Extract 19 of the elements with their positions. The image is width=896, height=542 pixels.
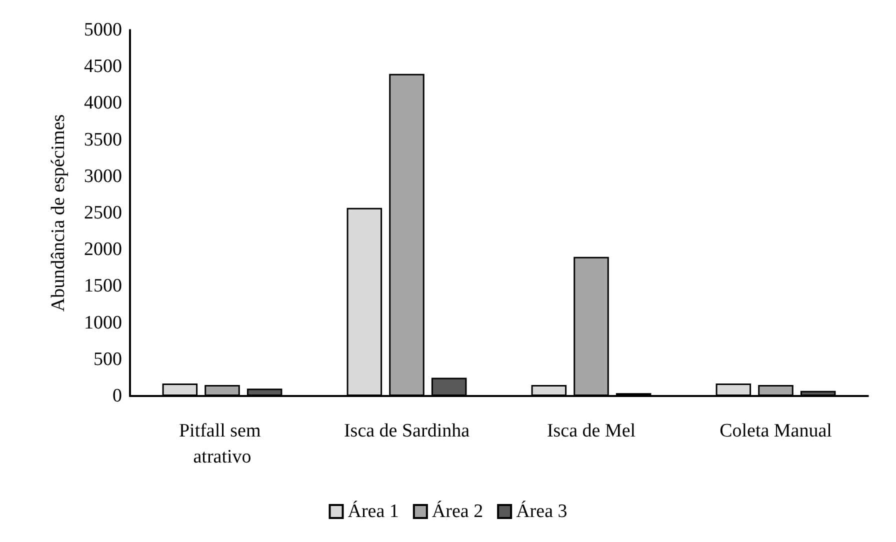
legend-label: Área 3	[516, 500, 568, 522]
y-tick-label: 3000	[84, 166, 122, 187]
y-tick-label: 0	[112, 386, 122, 406]
y-tick-label: 3500	[84, 129, 122, 150]
y-tick-label: 1000	[84, 312, 122, 334]
y-tick-label: 2000	[84, 239, 122, 260]
y-tick-label: 2500	[84, 202, 122, 224]
x-tick-label: Isca de Sardinha	[344, 420, 470, 442]
x-tick-label: Pitfall sem atrativo	[178, 420, 266, 468]
y-tick-label: 1500	[84, 276, 122, 297]
y-tick-label: 4500	[84, 56, 122, 78]
x-tick-label: Coleta Manual	[720, 420, 832, 442]
legend-label: Área 1	[348, 500, 399, 522]
y-tick-label: 5000	[84, 20, 122, 40]
x-tick-label: Isca de Mel	[546, 420, 636, 442]
legend-label: Área 2	[432, 500, 484, 522]
y-tick-label: 4000	[84, 92, 122, 114]
y-axis-title: Abundância de espécimes	[48, 114, 69, 312]
y-tick-label: 500	[94, 348, 122, 370]
